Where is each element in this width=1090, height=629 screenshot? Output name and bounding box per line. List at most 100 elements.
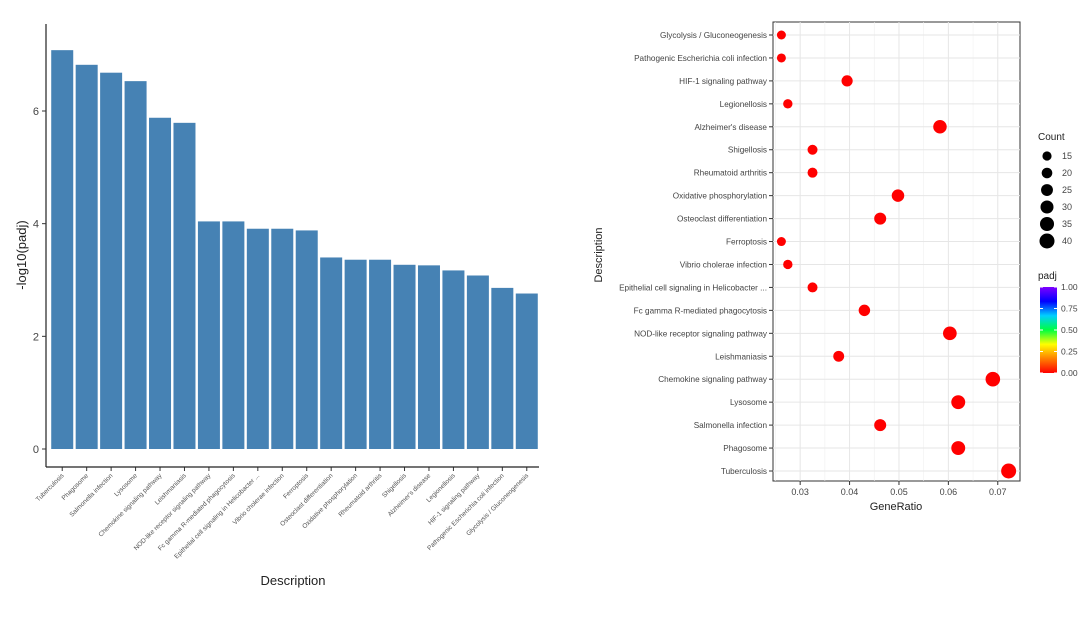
bar-y-axis: 0 2 4 6 (33, 24, 47, 467)
padj-legend-label: 0.25 (1061, 347, 1078, 357)
bar-x-tick-label: Salmonella infection (68, 472, 114, 518)
point-osteoclast-differentiation (874, 212, 887, 225)
dot-y-tick-label: Tuberculosis (721, 467, 767, 476)
point-glycolysis-gluconeogenesis (776, 30, 786, 40)
count-legend-label: 20 (1062, 168, 1072, 178)
count-legend-symbol (1041, 184, 1053, 196)
padj-colorbar (1040, 287, 1057, 373)
bar-y-tick-label: 2 (33, 331, 39, 343)
point-vibrio-cholerae-infection (783, 259, 793, 270)
point-shigellosis (807, 144, 818, 155)
count-legend-symbol (1040, 200, 1054, 214)
count-legend-symbol (1039, 233, 1055, 249)
point-legionellosis (783, 99, 793, 109)
count-legend-label: 30 (1062, 202, 1072, 212)
bar-fc-gamma-r-mediated-phagocytosis (222, 221, 245, 449)
bar-epithelial-cell-signaling-in-helicobacter (246, 228, 269, 449)
bar-tuberculosis (51, 50, 74, 449)
bar-y-tick-label: 4 (33, 219, 39, 231)
count-legend-label: 35 (1062, 219, 1072, 229)
count-legend-symbol (1039, 216, 1055, 232)
bar-legionellosis (442, 270, 465, 449)
point-oxidative-phosphorylation (891, 189, 905, 202)
bar-x-tick-label: Vibrio cholerae infection (232, 472, 286, 526)
point-lysosome (951, 395, 966, 410)
dot-y-tick-label: Oxidative phosphorylation (673, 192, 768, 201)
dot-y-tick-label: Rheumatoid arthritis (694, 169, 767, 178)
dot-y-tick-label: Ferroptosis (726, 238, 767, 247)
dot-x-tick-label: 0.05 (890, 487, 908, 497)
bar-salmonella-infection (100, 72, 123, 450)
dot-x-tick-label: 0.04 (841, 487, 859, 497)
point-ferroptosis (776, 237, 786, 247)
dot-y-axis: Glycolysis / Gluconeogenesis Pathogenic E… (619, 31, 773, 476)
dot-y-tick-label: Lysosome (730, 398, 767, 407)
dot-series (776, 30, 1017, 479)
point-rheumatoid-arthritis (807, 167, 818, 178)
point-tuberculosis (1001, 463, 1017, 479)
dot-y-tick-label: Pathogenic Escherichia coli infection (634, 54, 767, 63)
dot-y-tick-label: Osteoclast differentiation (677, 215, 767, 224)
dot-gridlines (773, 22, 1020, 481)
point-epithelial-cell-signaling-in-helicobacter (807, 282, 818, 293)
padj-legend: padj 1.00 0.75 0.50 0.25 0.00 (1038, 271, 1078, 378)
dot-x-axis: 0.03 0.04 0.05 0.06 0.07 (791, 481, 1007, 497)
point-chemokine-signaling-pathway (985, 371, 1001, 387)
bar-x-tick-label: Alzheimer's disease (387, 472, 433, 518)
dot-x-tick-label: 0.03 (791, 487, 809, 497)
padj-legend-label: 0.00 (1061, 368, 1078, 378)
bar-vibrio-cholerae-infection (271, 228, 294, 449)
count-legend-label: 15 (1062, 151, 1072, 161)
bar-nod-like-receptor-signaling-pathway (197, 221, 220, 449)
count-legend-label: 40 (1062, 236, 1072, 246)
bar-x-tick-label: Rheumatoid arthritis (337, 472, 384, 519)
count-legend-title: Count (1038, 132, 1065, 143)
dot-y-tick-label: Legionellosis (720, 100, 767, 109)
bar-leishmaniasis (173, 122, 196, 449)
bar-glycolysis-gluconeogenesis (515, 293, 538, 449)
point-alzheimer-s-disease (933, 120, 947, 134)
bar-osteoclast-differentiation (320, 257, 343, 449)
point-pathogenic-escherichia-coli-infection (776, 53, 786, 63)
dot-y-tick-label: Chemokine signaling pathway (658, 375, 768, 384)
count-legend: Count 15 20 25 30 35 40 (1038, 132, 1072, 249)
padj-legend-label: 1.00 (1061, 282, 1078, 292)
bar-alzheimer-s-disease (417, 265, 440, 449)
bar-phagosome (75, 64, 98, 449)
dot-chart: Glycolysis / Gluconeogenesis Pathogenic E… (593, 21, 1078, 513)
dot-y-tick-label: Shigellosis (728, 146, 767, 155)
padj-legend-label: 0.50 (1061, 325, 1078, 335)
bar-hif-1-signaling-pathway (466, 275, 489, 449)
bar-series (51, 50, 538, 450)
bar-rheumatoid-arthritis (369, 259, 392, 449)
point-fc-gamma-r-mediated-phagocytosis (858, 304, 871, 317)
dot-y-tick-label: Glycolysis / Gluconeogenesis (660, 31, 767, 40)
point-nod-like-receptor-signaling-pathway (943, 326, 957, 341)
count-legend-label: 25 (1062, 185, 1072, 195)
dot-x-tick-label: 0.07 (989, 487, 1007, 497)
dot-y-tick-label: Leishmaniasis (715, 352, 767, 361)
dot-y-tick-label: Vibrio cholerae infection (680, 260, 768, 269)
dot-y-tick-label: Epithelial cell signaling in Helicobacte… (619, 283, 767, 292)
dot-y-axis-title: Description (593, 227, 605, 282)
count-legend-symbol (1041, 167, 1053, 179)
point-phagosome (951, 441, 966, 456)
bar-y-axis-title: -log10(padj) (14, 220, 29, 289)
bar-oxidative-phosphorylation (344, 259, 367, 449)
padj-legend-label: 0.75 (1061, 304, 1078, 314)
bar-chemokine-signaling-pathway (149, 117, 172, 449)
dot-y-tick-label: Phagosome (723, 444, 767, 453)
count-legend-symbol (1042, 151, 1052, 161)
dot-y-tick-label: NOD-like receptor signaling pathway (634, 329, 768, 338)
dot-y-tick-label: Alzheimer's disease (694, 123, 767, 132)
bar-lysosome (124, 81, 147, 449)
bar-x-axis-title: Description (260, 573, 325, 588)
point-salmonella-infection (874, 419, 887, 432)
padj-legend-title: padj (1038, 271, 1057, 282)
bar-pathogenic-escherichia-coli-infection (491, 287, 514, 449)
dot-y-tick-label: Fc gamma R-mediated phagocytosis (634, 306, 767, 315)
bar-shigellosis (393, 264, 416, 449)
